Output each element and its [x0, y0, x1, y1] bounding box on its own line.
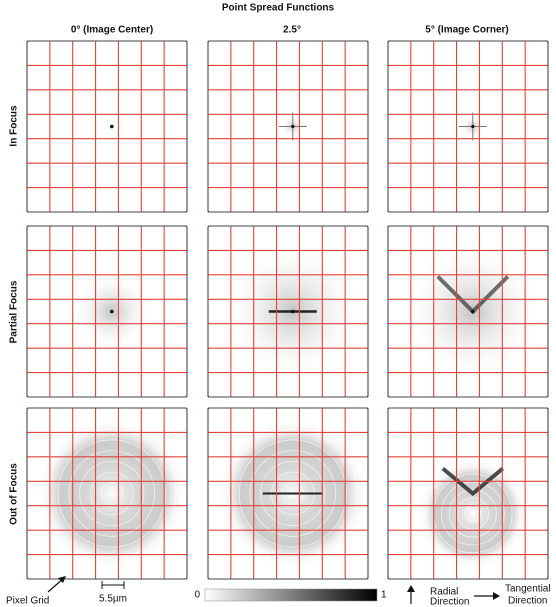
column-header: 5° (Image Corner): [425, 25, 508, 36]
psf-spot: [110, 310, 114, 314]
psf-spot: [471, 125, 474, 128]
tangential-label: Direction: [508, 596, 547, 607]
figure: Point Spread Functions 0° (Image Center)…: [0, 0, 556, 607]
arrow-head: [493, 592, 500, 600]
column-header: 2.5°: [283, 25, 301, 36]
row-label: Partial Focus: [9, 280, 20, 343]
page: Point Spread Functions 0° (Image Center)…: [0, 0, 556, 607]
colorbar-max: 1: [381, 590, 387, 601]
psf-panel: [27, 41, 187, 212]
scale-label: 5.5µm: [99, 594, 127, 605]
title: Point Spread Functions: [222, 3, 335, 14]
row-label: In Focus: [9, 105, 20, 147]
row-label: Out of Focus: [9, 463, 20, 525]
psf-panel: [208, 226, 368, 397]
psf-blur: [418, 459, 528, 569]
psf-spot: [110, 125, 114, 129]
column-header: 0° (Image Center): [71, 25, 153, 36]
psf-panel: [208, 408, 368, 579]
psf-panel: [388, 41, 548, 212]
pixel-grid-label: Pixel Grid: [6, 596, 49, 607]
psf-spot: [291, 125, 294, 128]
psf-panel: [388, 226, 548, 397]
panels: [27, 41, 548, 579]
psf-spot: [471, 310, 475, 314]
panel-border: [27, 41, 187, 212]
psf-spot: [291, 310, 295, 314]
psf-panel: [27, 408, 187, 579]
tangential-label: Tangential: [505, 584, 551, 595]
colorbar-min: 0: [194, 590, 200, 601]
arrow-head: [407, 585, 415, 592]
psf-panel: [208, 41, 368, 212]
colorbar: [205, 589, 377, 601]
psf-panel: [27, 226, 187, 397]
psf-panel: [388, 408, 548, 579]
pixel-grid: [27, 41, 187, 212]
radial-label: Direction: [430, 597, 469, 607]
